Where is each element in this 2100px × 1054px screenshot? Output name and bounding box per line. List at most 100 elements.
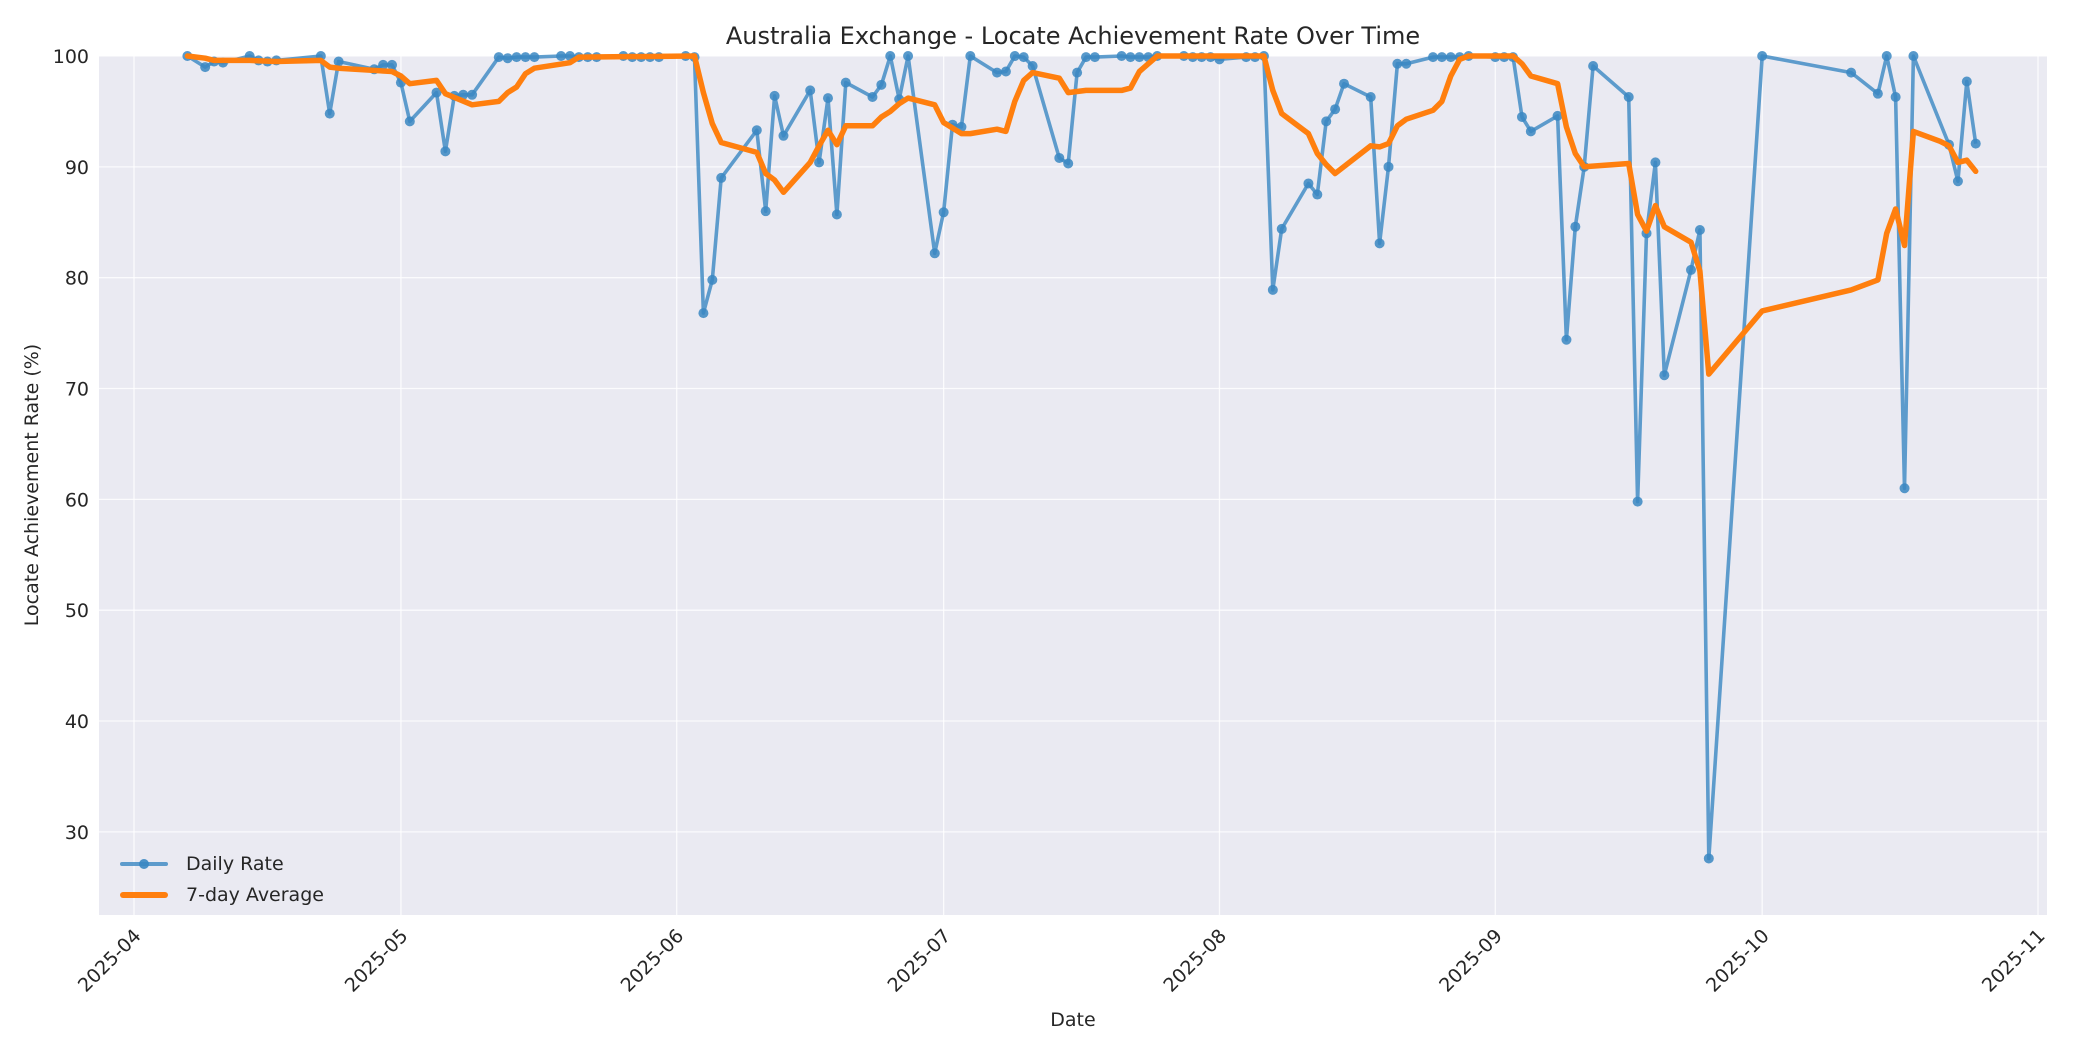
data-point <box>822 93 833 104</box>
legend-label: 7-day Average <box>186 883 324 906</box>
data-point <box>1570 221 1581 232</box>
data-point <box>1321 116 1332 127</box>
data-point <box>867 92 878 103</box>
data-point <box>1374 238 1385 249</box>
data-point <box>885 51 896 61</box>
y-tick-label: 40 <box>65 711 89 733</box>
legend-item-daily-rate: Daily Rate <box>120 848 324 879</box>
plot-area <box>99 56 2047 915</box>
data-point <box>1445 52 1456 63</box>
data-point <box>1392 58 1403 69</box>
data-point <box>1516 111 1527 122</box>
y-tick-label: 90 <box>65 157 89 179</box>
data-point <box>1018 52 1029 63</box>
legend-label: Daily Rate <box>186 852 284 875</box>
data-point <box>965 51 976 61</box>
data-point <box>1330 104 1341 115</box>
x-tick-label: 2025-08 <box>1159 925 1231 997</box>
data-point <box>467 89 478 100</box>
data-point <box>903 51 914 61</box>
x-tick-label: 2025-10 <box>1702 925 1774 997</box>
data-point <box>1125 52 1136 63</box>
data-point <box>404 116 415 127</box>
chart-title: Australia Exchange - Locate Achievement … <box>726 22 1420 50</box>
line-with-marker-icon <box>120 858 168 869</box>
y-tick-label: 100 <box>53 46 89 68</box>
y-tick-label: 30 <box>65 822 89 844</box>
legend: Daily Rate 7-day Average <box>110 842 334 916</box>
x-tick-label: 2025-05 <box>341 925 413 997</box>
data-point <box>1899 483 1910 494</box>
data-point <box>1116 51 1127 61</box>
x-axis-ticks: 2025-04 2025-05 2025-06 2025-07 2025-08 2025-… <box>74 925 2050 997</box>
data-point <box>1027 60 1038 71</box>
data-point <box>1846 67 1857 78</box>
x-tick-label: 2025-11 <box>1978 925 2050 997</box>
data-point <box>1072 67 1083 78</box>
data-point <box>1063 158 1074 169</box>
x-tick-label: 2025-06 <box>617 925 689 997</box>
legend-item-seven-day-average: 7-day Average <box>120 879 324 910</box>
y-axis-ticks: 30 40 50 60 70 80 90 100 <box>53 46 89 844</box>
data-point <box>556 51 567 61</box>
data-point <box>1552 110 1563 121</box>
data-point <box>1339 78 1350 89</box>
data-point <box>511 52 522 63</box>
data-point <box>698 308 709 319</box>
data-point <box>440 146 451 157</box>
data-point <box>1686 264 1697 275</box>
x-tick-label: 2025-09 <box>1435 925 1507 997</box>
data-point <box>431 87 442 98</box>
seven-day-average-series <box>184 53 1979 377</box>
data-point <box>502 53 513 64</box>
y-tick-label: 60 <box>65 489 89 511</box>
data-point <box>200 62 211 73</box>
data-point <box>1952 176 1963 187</box>
data-point <box>938 207 949 218</box>
data-point <box>929 248 940 259</box>
data-point <box>493 52 504 63</box>
data-point <box>387 59 398 70</box>
data-point <box>751 125 762 136</box>
data-point <box>1970 138 1981 149</box>
thick-line-icon <box>120 890 168 900</box>
data-point <box>1089 52 1100 63</box>
data-point <box>1881 51 1892 61</box>
data-point <box>1000 66 1011 77</box>
data-point <box>1525 126 1536 137</box>
data-point <box>1401 58 1412 69</box>
data-point <box>1703 853 1714 864</box>
data-point <box>1276 223 1287 234</box>
data-point <box>831 209 842 220</box>
data-point <box>778 130 789 141</box>
data-point <box>1054 152 1065 163</box>
data-point <box>1436 52 1447 63</box>
data-point <box>1659 370 1670 381</box>
data-point <box>1588 60 1599 71</box>
data-point <box>1134 52 1145 63</box>
data-point <box>1303 178 1314 189</box>
data-point <box>707 274 718 285</box>
data-point <box>1650 157 1661 168</box>
data-point <box>324 108 335 119</box>
data-point <box>1383 161 1394 172</box>
data-point <box>529 52 540 63</box>
data-point <box>1009 51 1020 61</box>
y-tick-label: 80 <box>65 268 89 290</box>
data-point <box>1623 92 1634 103</box>
gridlines <box>99 55 2047 915</box>
data-point <box>992 67 1003 78</box>
data-point <box>805 85 816 96</box>
data-point <box>814 157 825 168</box>
data-point <box>1561 334 1572 345</box>
data-point <box>840 77 851 88</box>
data-point <box>1890 92 1901 103</box>
data-point <box>1081 52 1091 63</box>
x-axis-label: Date <box>1050 1009 1095 1031</box>
data-point <box>1694 225 1705 236</box>
data-point <box>716 172 727 183</box>
y-tick-label: 50 <box>65 600 89 622</box>
data-point <box>1632 496 1643 507</box>
